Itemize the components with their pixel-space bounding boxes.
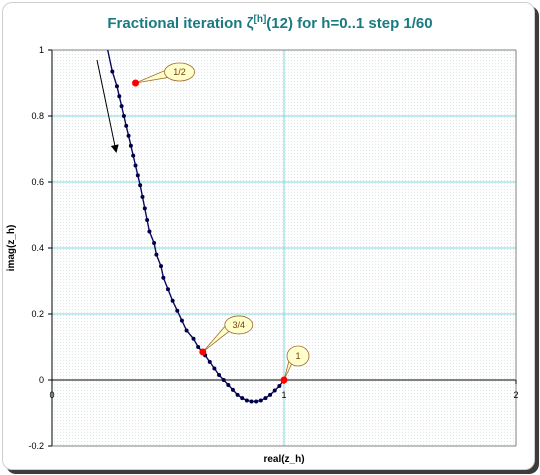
data-point (117, 94, 122, 99)
data-point (258, 398, 263, 403)
callout-label: 1/2 (173, 67, 186, 77)
data-point (119, 104, 124, 109)
data-point (268, 392, 273, 397)
data-point (249, 399, 254, 404)
chart-title-superscript: [h] (254, 14, 267, 25)
y-tick-label: 0.6 (31, 177, 44, 187)
data-point (217, 373, 222, 378)
data-point (191, 336, 196, 341)
y-tick-label: 0.4 (31, 243, 44, 253)
y-tick-label: 1 (39, 45, 44, 55)
point-callouts: 1/2 3/4 1 (132, 62, 310, 384)
chart-title: Fractional iteration ζ[h](12) for h=0..1… (107, 14, 432, 32)
data-point (166, 287, 170, 292)
x-tick-label: 1 (281, 390, 286, 400)
data-point (230, 387, 235, 392)
data-point (272, 388, 277, 393)
data-point (140, 194, 145, 199)
callout-bubble (224, 315, 254, 335)
data-point (226, 382, 231, 387)
data-point (235, 392, 240, 397)
highlighted-point (132, 79, 140, 87)
data-point (196, 345, 201, 349)
data-point (159, 264, 164, 269)
data-point (121, 114, 126, 118)
data-point (110, 69, 115, 74)
tick-labels: 0 1 2 -0.2 0 0.2 0.4 0.6 0.8 1 (28, 45, 518, 451)
x-tick-label: 0 (49, 390, 54, 400)
data-point (147, 229, 152, 234)
data-point (244, 398, 249, 403)
data-point (142, 206, 147, 211)
data-point (207, 359, 212, 364)
data-point (221, 378, 226, 382)
data-point (131, 153, 136, 158)
data-point (175, 308, 180, 313)
data-point (114, 84, 119, 89)
direction-arrow-icon (96, 59, 119, 153)
y-axis-label: imag(z_h) (6, 225, 17, 272)
data-point (254, 399, 259, 404)
y-tick-label: 0.8 (31, 111, 44, 121)
data-point (184, 328, 189, 333)
highlighted-point (199, 348, 207, 356)
highlighted-point (280, 376, 288, 384)
callout-label: 3/4 (233, 320, 246, 330)
chart-title-prefix: Fractional iteration ζ (107, 15, 253, 32)
data-point (170, 298, 175, 303)
data-point (179, 318, 184, 323)
data-point (138, 183, 143, 188)
data-point (128, 143, 133, 148)
x-tick-label: 2 (513, 390, 518, 400)
data-point (240, 396, 245, 401)
data-points (110, 69, 286, 404)
chart-title-suffix: (12) for h=0..1 step 1/60 (266, 15, 432, 32)
data-point (135, 173, 140, 178)
callout-bubble (286, 345, 310, 367)
callout: 1 (280, 345, 310, 384)
data-point (161, 275, 166, 280)
data-point (154, 252, 159, 257)
data-point (145, 217, 150, 222)
data-point (152, 241, 157, 246)
callout: 1/2 (132, 62, 195, 87)
x-axis-label: real(z_h) (263, 454, 304, 465)
curve-line (107, 49, 285, 403)
data-point (263, 396, 268, 401)
callout-label: 1 (295, 351, 300, 361)
callout: 3/4 (199, 315, 254, 356)
y-tick-label: -0.2 (28, 441, 44, 451)
data-point (124, 123, 129, 128)
data-point (277, 383, 282, 388)
callout-bubble (164, 62, 195, 82)
data-point (126, 133, 131, 138)
data-point (133, 163, 138, 168)
axes (48, 49, 517, 447)
y-tick-label: 0.2 (31, 309, 44, 319)
data-point (212, 366, 217, 371)
y-tick-label: 0 (39, 375, 44, 385)
